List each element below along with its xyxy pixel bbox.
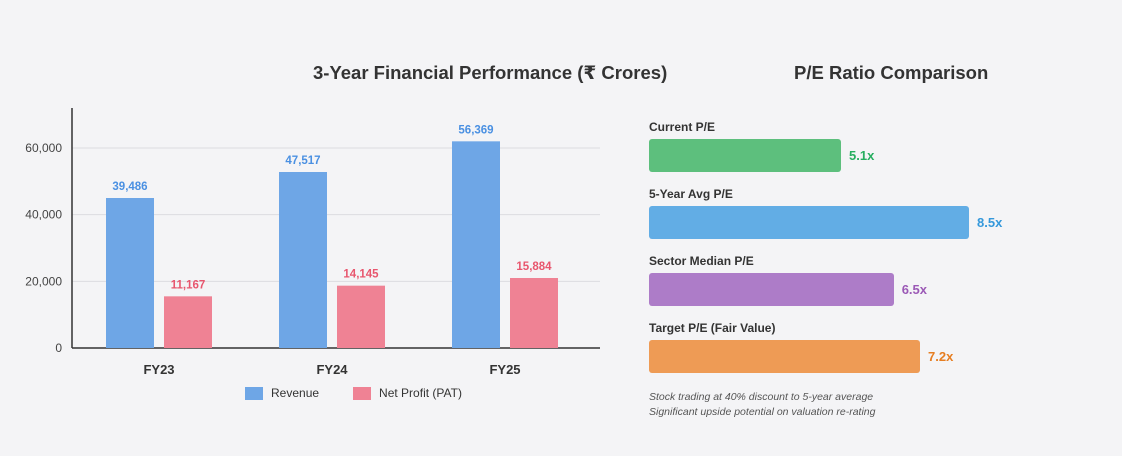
pe-label-target: Target P/E (Fair Value): [649, 321, 776, 335]
bar-net-profit-fy23: [164, 296, 212, 348]
pe-value-current: 5.1x: [849, 148, 875, 163]
legend-swatch-net-profit: [353, 386, 372, 400]
pe-bar-5yr-avg: [649, 206, 969, 239]
financial-bar-chart: 0 20,000 40,000 60,000 39,486 11,167 FY23 47,51…: [25, 108, 600, 377]
data-label: 14,145: [343, 269, 379, 281]
x-category-label: FY24: [316, 362, 348, 377]
y-tick-label: 40,000: [25, 208, 62, 222]
pe-row-current: Current P/E 5.1x: [649, 120, 874, 172]
x-category-label: FY23: [143, 362, 174, 377]
pe-label-sector-median: Sector Median P/E: [649, 254, 754, 268]
data-label: 15,884: [516, 261, 552, 273]
bar-revenue-fy24: [279, 172, 327, 348]
chart-legend: Revenue Net Profit (PAT): [245, 386, 496, 400]
legend-item-net-profit: Net Profit (PAT): [353, 386, 462, 400]
bar-chart-title: 3-Year Financial Performance (₹ Crores): [313, 62, 668, 83]
data-label: 47,517: [285, 155, 320, 167]
x-category-label: FY25: [489, 362, 520, 377]
data-label: 39,486: [112, 181, 147, 193]
pe-value-target: 7.2x: [928, 349, 954, 364]
y-tick-label: 60,000: [25, 141, 62, 155]
pe-row-sector-median: Sector Median P/E 6.5x: [649, 254, 927, 306]
pe-bar-target: [649, 340, 921, 373]
bar-revenue-fy23: [106, 198, 154, 348]
valuation-footnote: Stock trading at 40% discount to 5-year …: [649, 390, 875, 420]
bar-net-profit-fy25: [510, 278, 558, 348]
legend-label-revenue: Revenue: [271, 386, 320, 400]
pe-bar-sector-median: [649, 273, 894, 306]
footnote-line-2: Significant upside potential on valuatio…: [649, 406, 876, 418]
legend-swatch-revenue: [245, 386, 263, 400]
pe-row-target: Target P/E (Fair Value) 7.2x: [649, 321, 953, 373]
legend-label-net-profit: Net Profit (PAT): [379, 386, 462, 400]
bar-net-profit-fy24: [337, 285, 385, 348]
y-tick-label: 20,000: [25, 274, 62, 288]
data-label: 11,167: [171, 279, 206, 291]
footnote-line-1: Stock trading at 40% discount to 5-year …: [649, 391, 874, 403]
pe-chart-title: P/E Ratio Comparison: [794, 62, 989, 83]
pe-row-5yr-avg: 5-Year Avg P/E 8.5x: [649, 187, 1002, 239]
y-tick-label: 0: [55, 341, 62, 355]
legend-item-revenue: Revenue: [245, 386, 319, 400]
bar-revenue-fy25: [452, 141, 500, 348]
data-label: 56,369: [458, 124, 493, 136]
pe-bar-current: [649, 139, 841, 172]
pe-value-sector-median: 6.5x: [901, 282, 928, 297]
pe-label-current: Current P/E: [649, 120, 716, 134]
pe-value-5yr-avg: 8.5x: [977, 215, 1003, 230]
pe-label-5yr-avg: 5-Year Avg P/E: [649, 187, 733, 201]
